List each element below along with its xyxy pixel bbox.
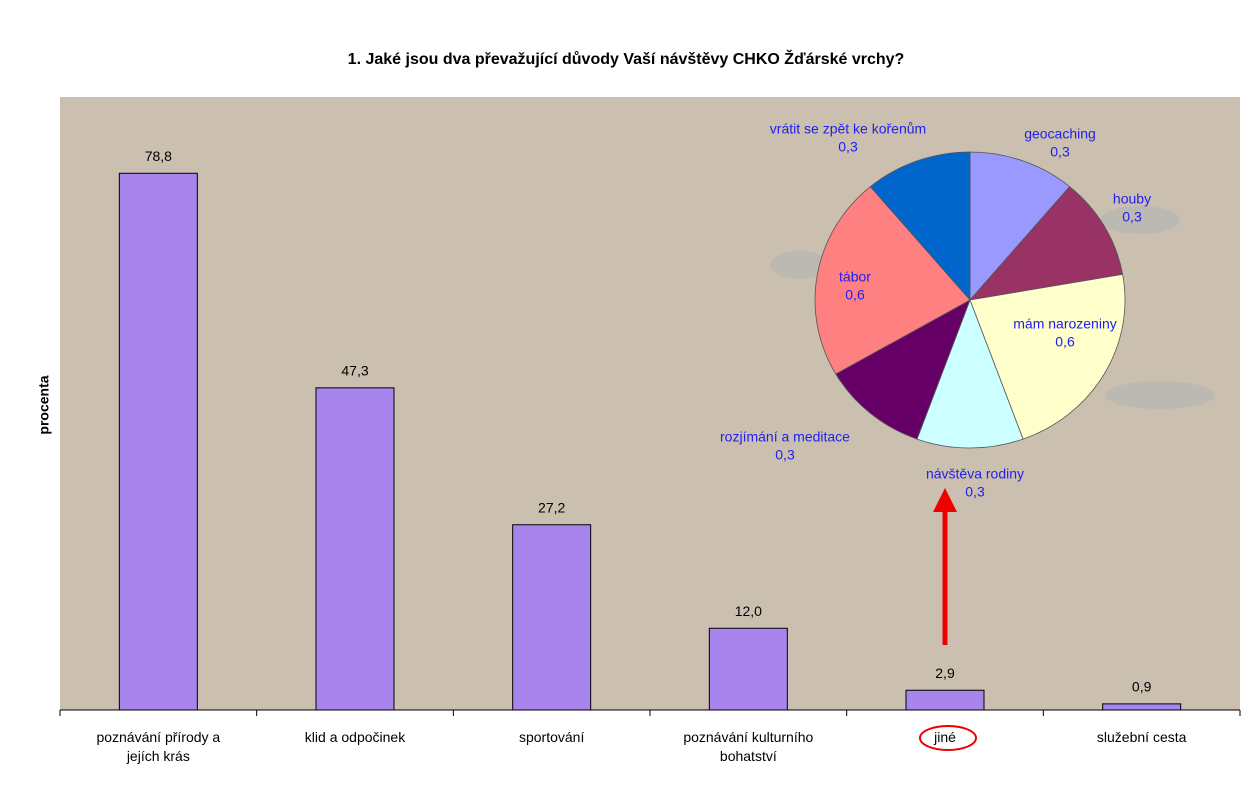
x-tick-label: poznávání kulturního bohatství [683, 729, 814, 764]
y-axis-label: procenta [36, 375, 52, 434]
pie-slice [869, 151, 971, 302]
slice-label: vrátit se zpět ke kořenům [770, 121, 926, 137]
x-tick-label: jiné [934, 729, 956, 745]
x-tick-label: sportování [518, 729, 585, 745]
value-label: 2,9 [935, 665, 955, 681]
bar [905, 689, 985, 711]
slice-label: tábor [839, 269, 871, 285]
slice-label: rozjímání a meditace [720, 429, 850, 445]
slice-value: 0,3 [775, 447, 795, 463]
value-label: 0,9 [1132, 679, 1152, 695]
pie-slice [969, 151, 1071, 302]
value-label: 27,2 [538, 499, 565, 515]
slice-value: 0,3 [965, 484, 985, 500]
bar [1102, 703, 1182, 711]
slice-value: 0,3 [1050, 144, 1070, 160]
chart-title: 1. Jaké jsou dva převažující důvody Vaší… [348, 49, 905, 68]
x-tick-label: služební cesta [1096, 729, 1187, 745]
slice-label: návštěva rodiny [926, 466, 1024, 482]
pie-slice [968, 186, 1124, 301]
pie-slice [916, 298, 1024, 449]
bar [315, 387, 395, 711]
slice-value: 0,6 [845, 287, 865, 303]
slice-value: 0,3 [1122, 209, 1142, 225]
highlight-ellipse [919, 725, 977, 751]
pie-slice [969, 273, 1126, 440]
pie-slice [814, 186, 971, 375]
x-tick-label: poznávání přírody a jejích krás [96, 729, 221, 764]
arrow [933, 488, 957, 645]
slice-value: 0,3 [838, 139, 858, 155]
bar [708, 627, 788, 711]
bar [512, 524, 592, 711]
value-label: 78,8 [145, 148, 172, 164]
slice-label: geocaching [1024, 126, 1096, 142]
slice-label: houby [1113, 191, 1151, 207]
pie-slice [835, 299, 971, 440]
x-tick-label: klid a odpočinek [304, 729, 406, 745]
bar [118, 172, 198, 711]
background-blobs [770, 206, 1215, 409]
slice-value: 0,6 [1055, 334, 1075, 350]
slice-label: mám narozeniny [1013, 316, 1117, 332]
value-label: 12,0 [735, 603, 762, 619]
value-label: 47,3 [341, 363, 368, 379]
